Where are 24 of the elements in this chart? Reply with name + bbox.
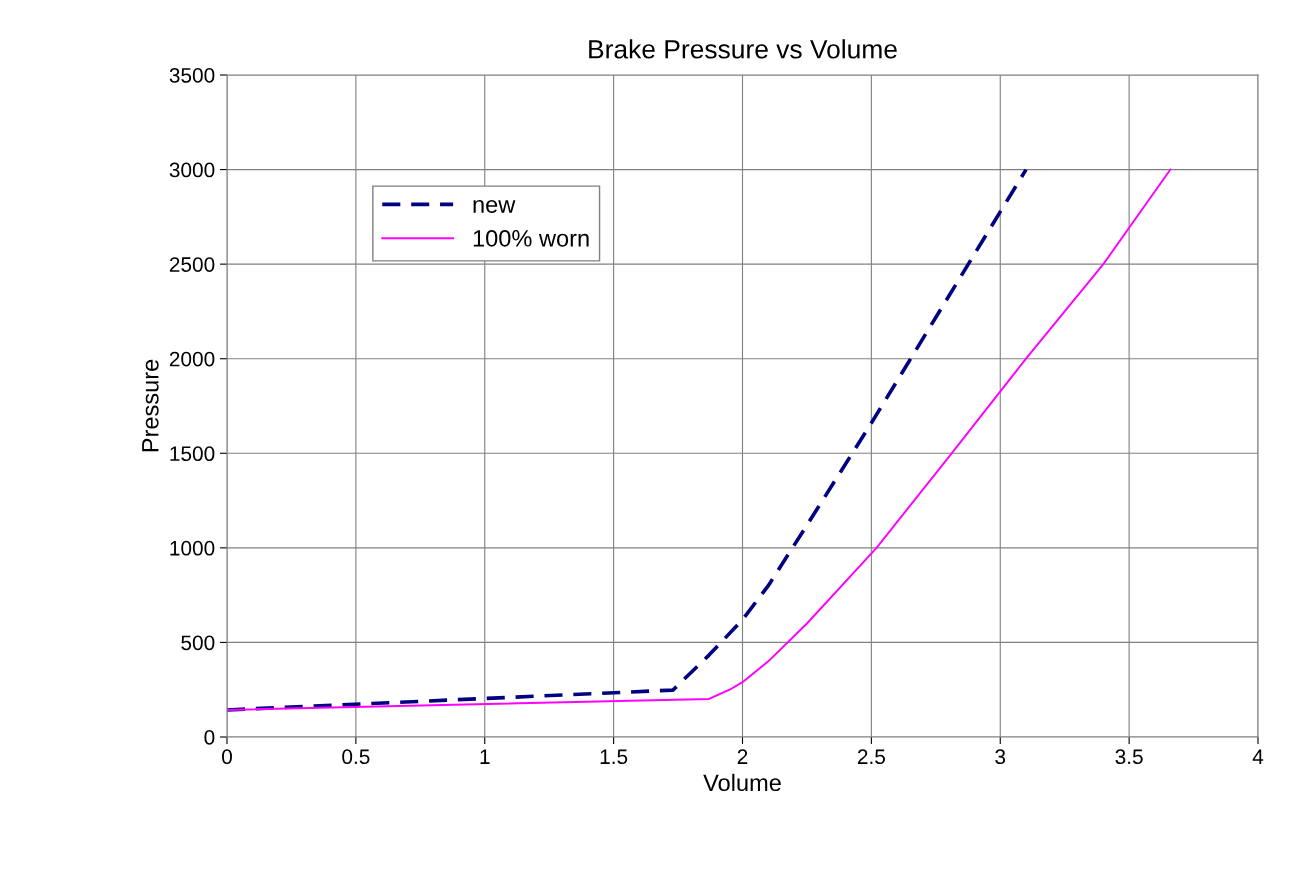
x-tick-label: 0.5 (342, 749, 370, 765)
y-tick-label: 1500 (170, 446, 215, 462)
legend-label: 100% worn (473, 229, 589, 247)
x-tick-label: 1 (480, 749, 490, 764)
legend-label: new (473, 199, 516, 213)
x-tick-label: 0 (222, 749, 232, 765)
x-tick-label: 3.5 (1115, 749, 1143, 765)
y-axis-title: Pressure (142, 359, 159, 452)
x-tick-label: 2.5 (857, 749, 885, 765)
x-axis-title: Volume (703, 773, 781, 792)
x-tick-label: 3 (995, 749, 1006, 765)
y-tick-label: 2500 (169, 257, 215, 272)
line-series (227, 168, 1172, 711)
x-tick-label: 2 (737, 749, 748, 764)
y-tick-label: 0 (204, 730, 215, 745)
chart-title: Brake Pressure vs Volume (589, 39, 897, 59)
y-tick-label: 1000 (170, 540, 215, 556)
y-tick-label: 2000 (169, 351, 215, 367)
y-tick-label: 3500 (169, 68, 215, 83)
line-series (227, 167, 1028, 712)
x-tick-label: 4 (1252, 749, 1264, 764)
y-tick-label: 500 (181, 635, 215, 651)
y-tick-label: 3000 (169, 162, 215, 178)
x-tick-label: 1.5 (600, 749, 628, 765)
